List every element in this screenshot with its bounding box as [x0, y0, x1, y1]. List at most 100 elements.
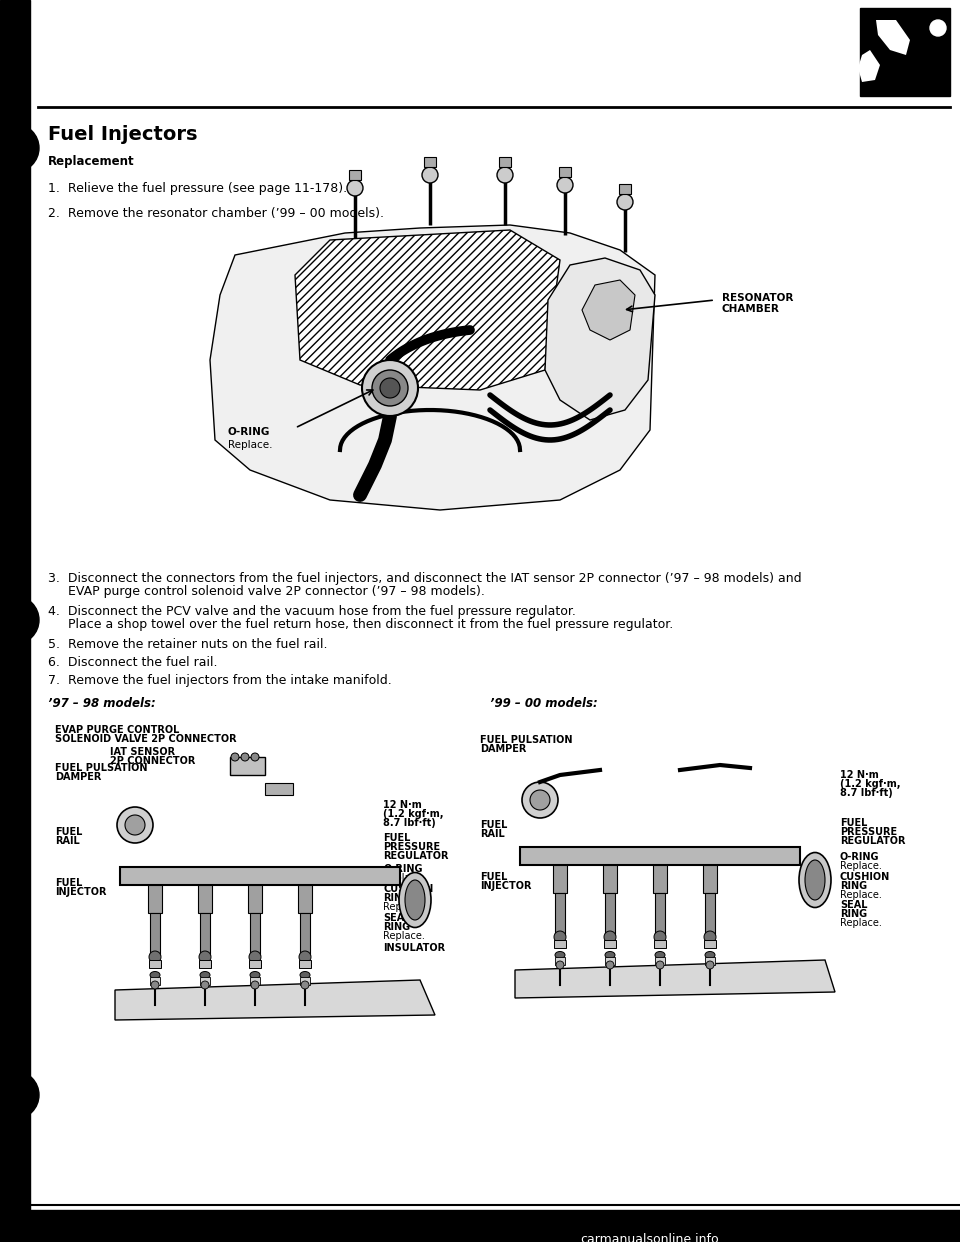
Text: REGULATOR: REGULATOR: [840, 836, 905, 846]
Ellipse shape: [405, 881, 425, 920]
Text: 7.  Remove the fuel injectors from the intake manifold.: 7. Remove the fuel injectors from the in…: [48, 674, 392, 687]
Bar: [298, 886, 312, 913]
Bar: [265, 782, 293, 795]
Bar: [654, 940, 666, 948]
Bar: [555, 958, 565, 965]
Text: 6.  Disconnect the fuel rail.: 6. Disconnect the fuel rail.: [48, 656, 218, 669]
Text: 4.  Disconnect the PCV valve and the vacuum hose from the fuel pressure regulato: 4. Disconnect the PCV valve and the vacu…: [48, 605, 576, 619]
Ellipse shape: [200, 971, 210, 979]
Bar: [655, 958, 665, 965]
Text: FUEL: FUEL: [383, 833, 410, 843]
Circle shape: [930, 20, 946, 36]
Bar: [554, 940, 566, 948]
Text: 1.  Relieve the fuel pressure (see page 11-178).: 1. Relieve the fuel pressure (see page 1…: [48, 183, 348, 195]
Circle shape: [656, 961, 664, 969]
Text: 2P CONNECTOR: 2P CONNECTOR: [110, 756, 196, 766]
Circle shape: [380, 378, 400, 397]
Polygon shape: [582, 279, 635, 340]
Circle shape: [497, 166, 513, 183]
Circle shape: [0, 124, 39, 171]
Text: INSULATOR: INSULATOR: [383, 943, 445, 953]
Text: Replace.: Replace.: [840, 861, 882, 871]
Bar: [553, 864, 567, 893]
Text: ’97 – 98 models:: ’97 – 98 models:: [48, 697, 156, 710]
Bar: [559, 166, 571, 178]
Text: FUEL: FUEL: [480, 820, 508, 830]
Text: CUSHION: CUSHION: [840, 872, 890, 882]
Bar: [120, 867, 400, 886]
Text: RING: RING: [840, 881, 867, 891]
Text: Replace.: Replace.: [383, 932, 425, 941]
Circle shape: [704, 932, 716, 943]
Ellipse shape: [300, 971, 310, 979]
Circle shape: [249, 951, 261, 963]
Circle shape: [606, 961, 614, 969]
Circle shape: [149, 951, 161, 963]
Text: RAIL: RAIL: [480, 828, 505, 840]
Circle shape: [530, 790, 550, 810]
Polygon shape: [295, 230, 560, 390]
Text: RAIL: RAIL: [55, 836, 80, 846]
Circle shape: [372, 370, 408, 406]
Text: FUEL: FUEL: [840, 818, 868, 828]
Text: Replace.: Replace.: [840, 891, 882, 900]
Text: 2.  Remove the resonator chamber (’99 – 00 models).: 2. Remove the resonator chamber (’99 – 0…: [48, 207, 384, 220]
Circle shape: [0, 596, 39, 645]
Text: 12 N·m: 12 N·m: [840, 770, 878, 780]
Bar: [499, 156, 511, 166]
Ellipse shape: [250, 971, 260, 979]
Bar: [250, 977, 260, 985]
Circle shape: [125, 815, 145, 835]
Bar: [705, 958, 715, 965]
Text: 8.7 lbf·ft): 8.7 lbf·ft): [383, 818, 436, 828]
Text: Replace.: Replace.: [383, 902, 425, 912]
Text: 12 N·m: 12 N·m: [383, 800, 421, 810]
Bar: [300, 913, 310, 955]
Bar: [555, 893, 565, 935]
Circle shape: [117, 807, 153, 843]
Polygon shape: [210, 225, 655, 510]
Circle shape: [231, 753, 239, 761]
Bar: [200, 913, 210, 955]
Bar: [424, 156, 436, 166]
Text: REGULATOR: REGULATOR: [383, 851, 448, 861]
Circle shape: [201, 981, 209, 989]
Circle shape: [347, 180, 363, 196]
Text: CHAMBER: CHAMBER: [722, 304, 780, 314]
Text: 5.  Remove the retainer nuts on the fuel rail.: 5. Remove the retainer nuts on the fuel …: [48, 638, 327, 651]
Text: FUEL PULSATION: FUEL PULSATION: [55, 763, 148, 773]
Ellipse shape: [805, 859, 825, 900]
Bar: [199, 960, 211, 968]
Circle shape: [251, 981, 259, 989]
Text: DAMPER: DAMPER: [55, 773, 102, 782]
Text: 3.  Disconnect the connectors from the fuel injectors, and disconnect the IAT se: 3. Disconnect the connectors from the fu…: [48, 573, 802, 585]
Circle shape: [706, 961, 714, 969]
Ellipse shape: [655, 951, 665, 959]
Bar: [200, 977, 210, 985]
Text: PRESSURE: PRESSURE: [840, 827, 898, 837]
Text: IAT SENSOR: IAT SENSOR: [110, 746, 175, 758]
Bar: [603, 864, 617, 893]
Text: Fuel Injectors: Fuel Injectors: [48, 125, 198, 144]
Bar: [148, 886, 162, 913]
Text: RING: RING: [840, 909, 867, 919]
Ellipse shape: [605, 951, 615, 959]
Bar: [299, 960, 311, 968]
Bar: [520, 847, 800, 864]
Circle shape: [522, 782, 558, 818]
Text: DAMPER: DAMPER: [480, 744, 526, 754]
Bar: [248, 886, 262, 913]
Circle shape: [199, 951, 211, 963]
Text: PRESSURE: PRESSURE: [383, 842, 440, 852]
Bar: [349, 170, 361, 180]
Polygon shape: [515, 960, 835, 999]
Ellipse shape: [150, 971, 160, 979]
Bar: [250, 913, 260, 955]
Bar: [150, 913, 160, 955]
Bar: [619, 184, 631, 194]
Text: Replace.: Replace.: [383, 873, 425, 883]
Text: SEAL: SEAL: [383, 913, 411, 923]
Text: 8.7 lbf·ft): 8.7 lbf·ft): [840, 787, 893, 799]
Polygon shape: [876, 20, 910, 55]
Text: ’99 – 00 models:: ’99 – 00 models:: [490, 697, 598, 710]
